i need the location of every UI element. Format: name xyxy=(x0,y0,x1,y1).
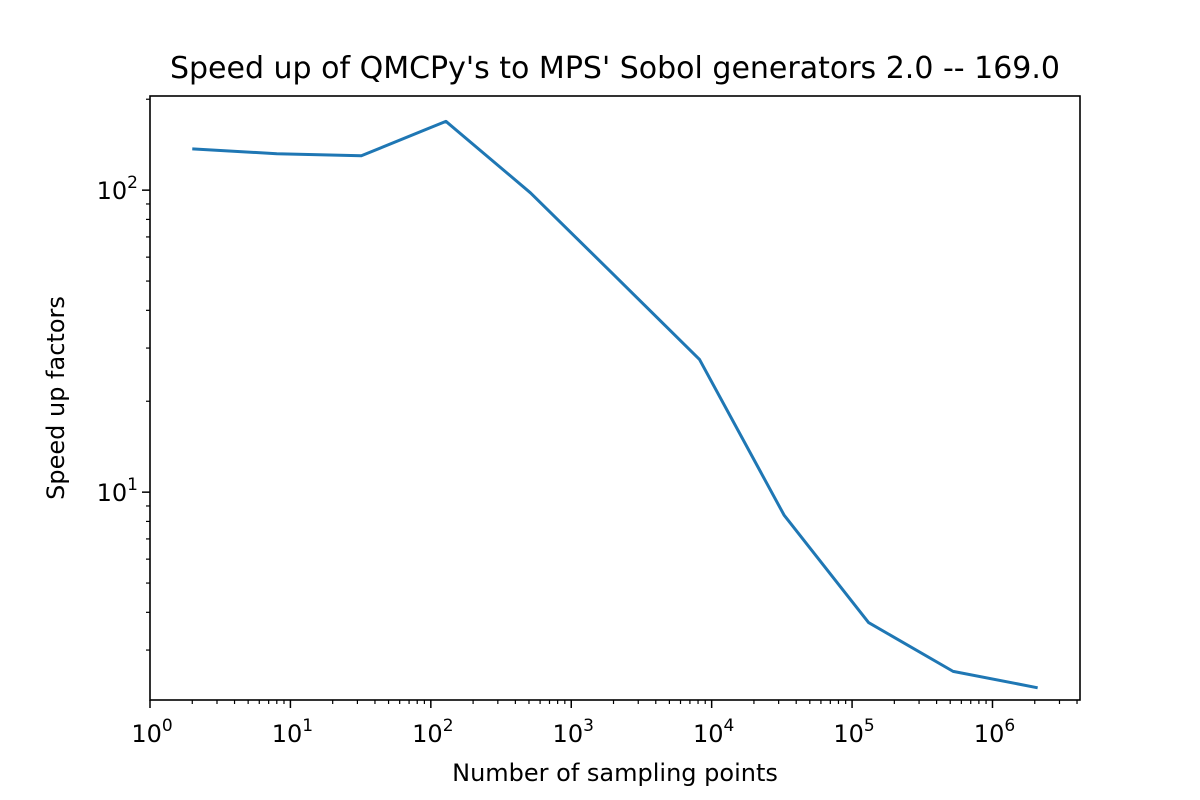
x-axis-label: Number of sampling points xyxy=(452,759,778,787)
x-tick-label: 102 xyxy=(412,716,453,748)
plot-area-frame xyxy=(149,95,1081,701)
y-tick-label: 102 xyxy=(97,173,138,205)
axis-ticks: 100 101 102 103 104 105 106 101 102 xyxy=(97,98,1078,748)
x-tick-label: 104 xyxy=(693,716,734,748)
chart-title: Speed up of QMCPy's to MPS' Sobol genera… xyxy=(170,51,1060,86)
x-tick-label: 100 xyxy=(131,716,172,748)
y-tick-label: 101 xyxy=(97,475,138,507)
series-lines xyxy=(192,119,1038,690)
series-line xyxy=(192,119,1038,690)
x-tick-label: 101 xyxy=(272,716,313,748)
x-tick-label: 105 xyxy=(833,716,874,748)
x-tick-label: 106 xyxy=(974,716,1015,748)
x-tick-label: 103 xyxy=(553,716,594,748)
y-axis-label: Speed up factors xyxy=(42,296,70,500)
